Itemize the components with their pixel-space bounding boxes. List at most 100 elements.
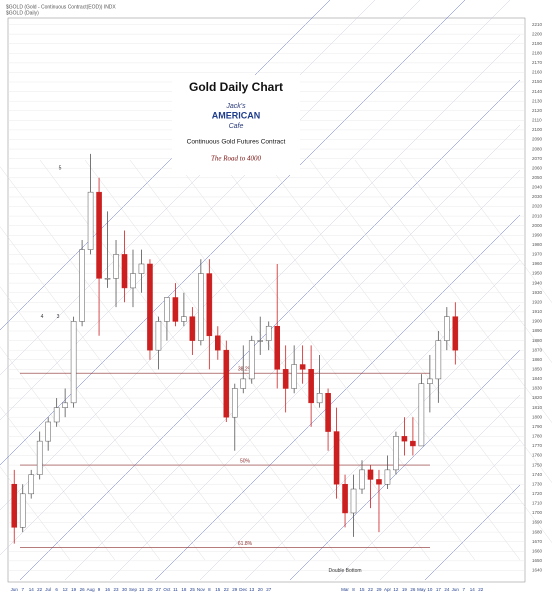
channel-line (444, 159, 552, 303)
x-tick-label: 29 (232, 587, 238, 592)
candle-body (223, 349, 230, 418)
x-tick-label: 27 (156, 587, 162, 592)
candle-body (333, 431, 340, 485)
candle-body (53, 407, 60, 423)
channel-line (424, 484, 521, 581)
channel-line (0, 0, 331, 331)
candle-body (215, 335, 221, 351)
candle-body (121, 254, 128, 289)
candle-body (113, 254, 119, 279)
candle-body (62, 402, 68, 408)
chart-title: Gold Daily Chart (189, 80, 283, 94)
channel-line (0, 346, 161, 561)
channel-line (264, 159, 552, 543)
x-tick-label: Jun (452, 587, 460, 592)
candle-body (147, 263, 153, 351)
channel-line (154, 214, 521, 581)
x-tick-label: 22 (478, 587, 484, 592)
x-tick-label: 17 (436, 587, 442, 592)
y-tick-label: 2070 (532, 156, 543, 161)
x-tick-label: 24 (444, 587, 450, 592)
plot: 1640165016601670168016901700171017201730… (8, 22, 543, 592)
y-tick-label: 1880 (532, 338, 543, 343)
candle-body (376, 479, 382, 485)
y-tick-label: 1950 (532, 271, 543, 276)
x-tick-label: 14 (29, 587, 35, 592)
y-tick-label: 2210 (532, 22, 543, 27)
candle-body (410, 440, 416, 447)
y-tick-label: 1750 (532, 462, 543, 467)
channel-line (354, 159, 552, 423)
x-tick-label: Oct (163, 587, 171, 592)
candle-body (19, 493, 26, 528)
candle-body (384, 469, 391, 485)
channel-line (0, 166, 296, 561)
y-tick-label: 1980 (532, 242, 543, 247)
candle-body (299, 364, 306, 370)
y-tick-label: 2050 (532, 175, 543, 180)
x-tick-label: 7 (463, 587, 466, 592)
x-tick-label: Mar (341, 587, 349, 592)
y-tick-label: 1900 (532, 319, 543, 324)
candle-body (130, 273, 136, 289)
y-tick-label: 1970 (532, 252, 543, 257)
x-tick-label: 22 (224, 587, 230, 592)
channel-line (309, 159, 552, 483)
x-tick-label: 12 (393, 587, 399, 592)
x-tick-label: 9 (98, 587, 101, 592)
x-tick-label: 13 (139, 587, 145, 592)
candle-body (350, 488, 357, 514)
channel-line (0, 0, 376, 376)
channel-line (109, 169, 521, 581)
channel-line (174, 159, 476, 561)
candle-body (308, 369, 314, 404)
candle-body (96, 191, 102, 279)
channel-line (199, 259, 521, 581)
y-tick-label: 1790 (532, 424, 543, 429)
annotation: Double Bottom (328, 568, 361, 574)
candle-body (291, 364, 297, 389)
x-tick-label: 26 (80, 587, 86, 592)
x-tick-label: 26 (410, 587, 416, 592)
x-tick-label: May (417, 587, 426, 592)
y-tick-label: 1710 (532, 501, 543, 506)
candle-body (45, 421, 51, 442)
candle-body (248, 340, 255, 380)
channel-line (0, 0, 421, 421)
x-tick-label: 12 (63, 587, 69, 592)
x-tick-label: 19 (71, 587, 77, 592)
y-tick-label: 2060 (532, 165, 543, 170)
y-tick-label: 2170 (532, 60, 543, 65)
x-tick-label: Dec (239, 587, 248, 592)
y-tick-label: 1720 (532, 491, 543, 496)
x-tick-label: Jun (11, 587, 19, 592)
channel-line (0, 226, 251, 561)
y-tick-label: 1990 (532, 232, 543, 237)
title-box (172, 75, 300, 175)
channel-line (0, 466, 71, 561)
y-tick-label: 1640 (532, 568, 543, 573)
y-tick-label: 2160 (532, 70, 543, 75)
x-tick-label: 7 (21, 587, 24, 592)
header-line: $GOLD (Daily) (6, 10, 39, 16)
channel-line (129, 159, 431, 561)
y-tick-label: 1730 (532, 481, 543, 486)
candle-body (240, 378, 247, 389)
y-tick-label: 1690 (532, 520, 543, 525)
x-tick-label: 30 (122, 587, 128, 592)
candle-body (274, 325, 280, 370)
x-tick-label: Apr (384, 587, 392, 592)
y-tick-label: 1800 (532, 414, 543, 419)
y-tick-label: 1850 (532, 367, 543, 372)
candle-body (257, 340, 264, 342)
channel-line (379, 439, 521, 581)
y-tick-label: 2080 (532, 146, 543, 151)
candle-body (104, 278, 111, 280)
candle-body (79, 249, 85, 322)
y-tick-label: 1810 (532, 405, 543, 410)
logo-text: AMERICAN (212, 110, 261, 120)
y-tick-label: 2110 (532, 118, 542, 123)
y-tick-label: 1660 (532, 548, 543, 553)
candle-body (452, 316, 459, 351)
y-tick-label: 2150 (532, 79, 543, 84)
